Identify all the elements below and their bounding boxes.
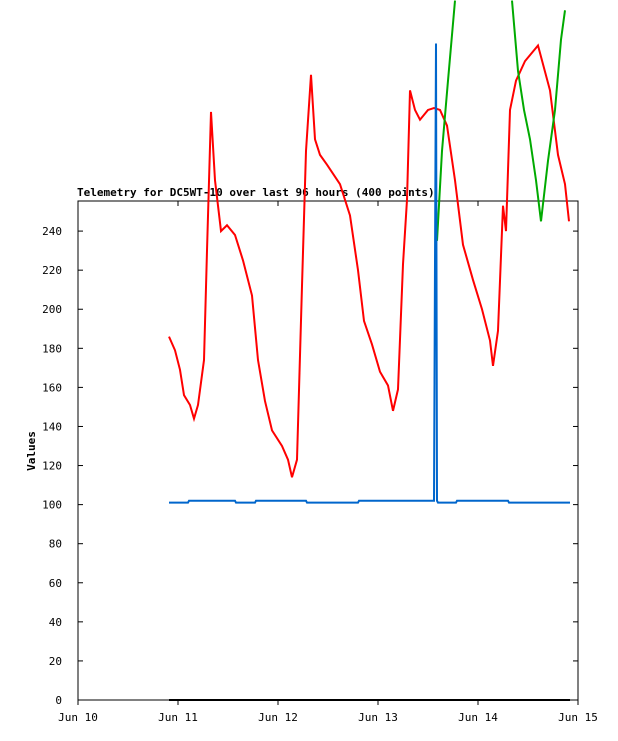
y-tick-label: 20: [49, 655, 62, 668]
y-tick-label: 220: [42, 264, 62, 277]
data-line: [168, 43, 570, 478]
y-tick-label: 140: [42, 420, 62, 433]
y-tick-label: 160: [42, 381, 62, 394]
y-axis-label: Values: [25, 431, 38, 471]
x-tick-label: Jun 10: [58, 711, 98, 724]
chart-title: Telemetry for DC5WT-10 over last 96 hour…: [77, 186, 435, 199]
y-tick-label: 240: [42, 225, 62, 238]
x-tick-label: Jun 11: [158, 711, 198, 724]
y-tick-label: 60: [49, 577, 62, 590]
y-tick-label: 40: [49, 616, 62, 629]
y-tick-label: 180: [42, 342, 62, 355]
y-tick-label: 200: [42, 303, 62, 316]
plot-frame: [77, 200, 579, 701]
y-tick-label: 80: [49, 538, 62, 551]
x-tick-label: Jun 15: [558, 711, 598, 724]
data-line: [436, 0, 566, 241]
x-tick-label: Jun 12: [258, 711, 298, 724]
y-tick-label: 0: [55, 694, 62, 707]
data-line: [169, 43, 570, 504]
y-tick-label: 100: [42, 499, 62, 512]
x-tick-label: Jun 14: [458, 711, 498, 724]
y-tick-label: 120: [42, 460, 62, 473]
x-tick-label: Jun 13: [358, 711, 398, 724]
